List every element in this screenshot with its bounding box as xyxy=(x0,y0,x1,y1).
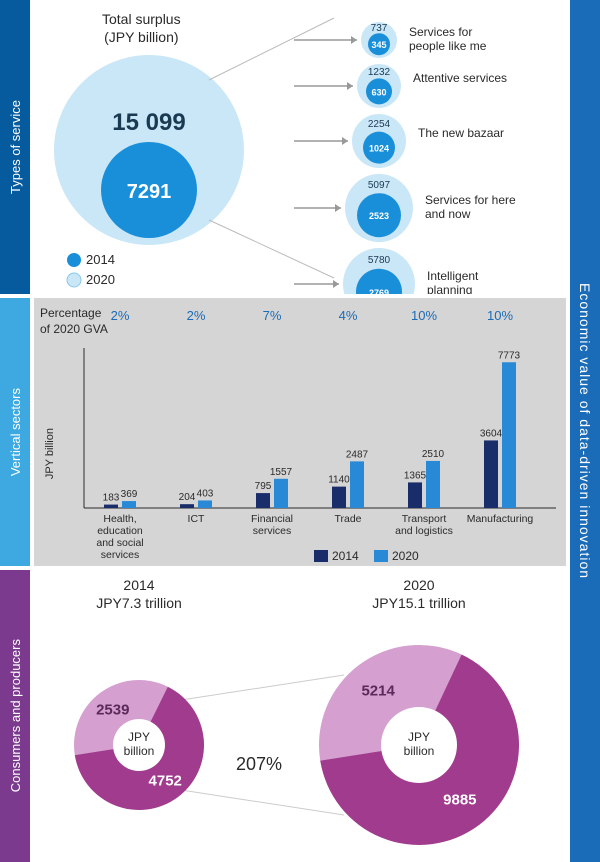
svg-text:people like me: people like me xyxy=(409,39,487,53)
services-svg: 15 099 7291 2014 2020 737 345 Services forpeop… xyxy=(34,0,566,294)
svg-text:education: education xyxy=(97,525,143,537)
svg-text:5214: 5214 xyxy=(361,683,395,700)
svg-text:345: 345 xyxy=(371,40,386,50)
svg-text:2254: 2254 xyxy=(368,119,391,130)
svg-text:3604: 3604 xyxy=(480,428,503,439)
svg-text:JPY: JPY xyxy=(408,730,430,744)
left-band-services: Types of service xyxy=(0,0,30,294)
left-band-sectors: Vertical sectors xyxy=(0,298,30,566)
svg-text:Attentive services: Attentive services xyxy=(413,71,507,85)
svg-text:Health,: Health, xyxy=(103,513,136,525)
svg-text:services: services xyxy=(253,525,292,537)
svg-text:Manufacturing: Manufacturing xyxy=(467,513,534,525)
svg-text:737: 737 xyxy=(371,23,388,34)
svg-text:and social: and social xyxy=(96,537,143,549)
svg-text:Financial: Financial xyxy=(251,513,293,525)
panel-consumers: 2014 JPY7.3 trillion 2020 JPY15.1 trillion 2… xyxy=(34,570,566,862)
svg-text:5780: 5780 xyxy=(368,255,391,266)
svg-text:JPY: JPY xyxy=(128,730,150,744)
svg-text:JPY7.3 trillion: JPY7.3 trillion xyxy=(96,595,182,611)
svg-text:795: 795 xyxy=(255,481,272,492)
svg-text:and now: and now xyxy=(425,207,471,221)
svg-text:planning: planning xyxy=(427,283,472,294)
svg-text:207%: 207% xyxy=(236,754,282,774)
svg-text:2487: 2487 xyxy=(346,449,369,460)
svg-text:1024: 1024 xyxy=(369,144,389,154)
sectors-svg: 2%183369Health,educationand socialservic… xyxy=(34,298,566,566)
svg-text:10%: 10% xyxy=(411,308,437,323)
svg-text:403: 403 xyxy=(197,488,214,499)
left-band-consumers: Consumers and producers xyxy=(0,570,30,862)
svg-text:15 099: 15 099 xyxy=(112,109,185,136)
lb-consumers-label: Consumers and producers xyxy=(8,639,23,792)
panel-sectors: Percentageof 2020 GVA JPY billion 2%1833… xyxy=(34,298,566,566)
svg-text:1140: 1140 xyxy=(328,475,350,486)
svg-text:4%: 4% xyxy=(339,308,358,323)
svg-text:1232: 1232 xyxy=(368,67,391,78)
svg-text:9885: 9885 xyxy=(443,791,476,808)
svg-text:7773: 7773 xyxy=(498,350,521,361)
svg-text:2014: 2014 xyxy=(123,577,154,593)
svg-text:369: 369 xyxy=(121,489,138,500)
svg-text:5097: 5097 xyxy=(368,180,391,191)
svg-text:The new bazaar: The new bazaar xyxy=(418,126,504,140)
svg-text:204: 204 xyxy=(179,492,196,503)
lb-services-label: Types of service xyxy=(8,100,23,194)
svg-text:Intelligent: Intelligent xyxy=(427,269,479,283)
svg-text:services: services xyxy=(101,549,140,561)
svg-text:2014: 2014 xyxy=(332,549,359,563)
svg-text:4752: 4752 xyxy=(149,773,182,790)
svg-text:2%: 2% xyxy=(111,308,130,323)
svg-text:183: 183 xyxy=(103,493,120,504)
svg-text:Services for here: Services for here xyxy=(425,193,516,207)
svg-text:2020: 2020 xyxy=(86,272,115,287)
svg-text:2510: 2510 xyxy=(422,449,445,460)
svg-text:2020: 2020 xyxy=(403,577,434,593)
svg-text:billion: billion xyxy=(124,744,155,758)
svg-text:2523: 2523 xyxy=(369,211,389,221)
svg-text:1557: 1557 xyxy=(270,467,293,478)
svg-text:2%: 2% xyxy=(187,308,206,323)
right-band-label: Economic value of data-driven innovation xyxy=(577,283,593,579)
svg-text:2014: 2014 xyxy=(86,252,115,267)
svg-text:630: 630 xyxy=(371,87,386,97)
svg-text:10%: 10% xyxy=(487,308,513,323)
svg-text:2769: 2769 xyxy=(369,288,389,294)
svg-text:2020: 2020 xyxy=(392,549,419,563)
svg-text:JPY15.1 trillion: JPY15.1 trillion xyxy=(372,595,465,611)
svg-text:Transport: Transport xyxy=(402,513,447,525)
svg-text:Trade: Trade xyxy=(334,513,361,525)
svg-text:7%: 7% xyxy=(263,308,282,323)
panel-services: Total surplus(JPY billion) 15 0997291201… xyxy=(34,0,566,294)
svg-text:and logistics: and logistics xyxy=(395,525,453,537)
lb-sectors-label: Vertical sectors xyxy=(8,388,23,476)
svg-text:Services for: Services for xyxy=(409,25,472,39)
right-band: Economic value of data-driven innovation xyxy=(570,0,600,862)
consumers-svg: 2014 JPY7.3 trillion 2020 JPY15.1 trillion 2… xyxy=(34,570,566,862)
svg-text:2539: 2539 xyxy=(96,701,129,718)
svg-text:ICT: ICT xyxy=(188,513,206,525)
svg-text:1365: 1365 xyxy=(404,470,427,481)
svg-text:7291: 7291 xyxy=(127,181,172,203)
svg-text:billion: billion xyxy=(404,744,435,758)
